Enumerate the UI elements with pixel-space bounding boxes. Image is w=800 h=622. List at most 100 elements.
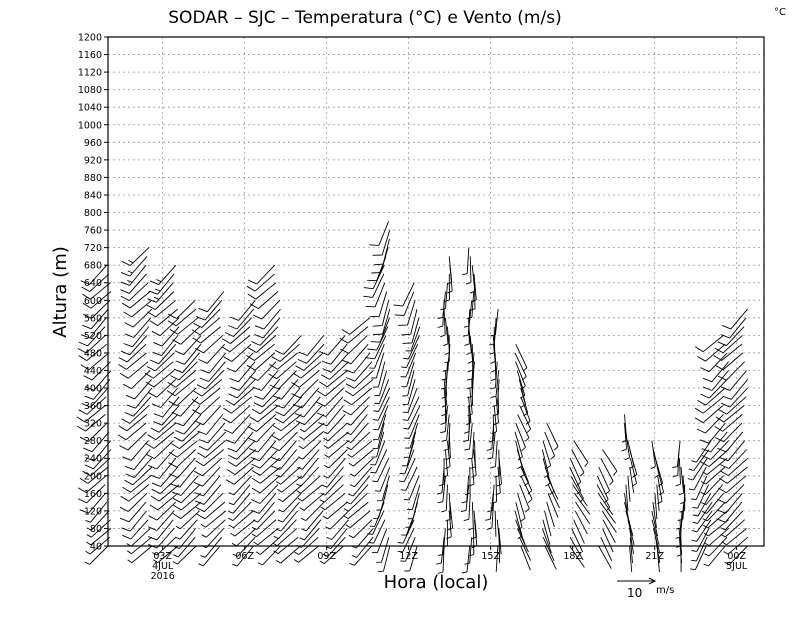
y-tick-label: 280	[84, 436, 102, 447]
barb-column	[269, 335, 303, 563]
wind-barb	[192, 318, 220, 335]
wind-barb	[543, 458, 550, 486]
y-tick-label: 240	[84, 454, 102, 465]
wind-barb	[517, 528, 528, 552]
wind-barb	[269, 353, 297, 369]
wind-barb	[229, 485, 250, 505]
wind-barb	[173, 546, 196, 564]
wind-barb	[298, 450, 320, 470]
wind-barb	[152, 388, 178, 408]
wind-barb	[249, 432, 275, 452]
x-axis-label: Hora (local)	[384, 572, 489, 593]
wind-barb	[403, 388, 417, 412]
wind-barb	[146, 432, 174, 449]
wind-barb	[378, 546, 390, 572]
wind-barb	[373, 406, 388, 430]
wind-barb	[194, 458, 222, 476]
x-tick-label: 21Z	[645, 551, 664, 562]
wind-barb	[276, 546, 300, 563]
wind-barb	[275, 406, 303, 423]
wind-barb	[598, 493, 613, 515]
wind-barb	[296, 353, 324, 371]
x-tick-year: 2016	[151, 571, 175, 582]
wind-barb	[371, 450, 387, 474]
wind-barb	[223, 406, 251, 423]
wind-barb	[489, 318, 496, 345]
wind-barb	[246, 344, 274, 360]
y-tick-label: 200	[84, 471, 102, 482]
wind-barb	[196, 450, 224, 466]
wind-barb	[226, 388, 254, 405]
wind-barb	[718, 476, 746, 493]
y-tick-label: 40	[90, 542, 102, 553]
wind-barb	[200, 362, 226, 382]
y-tick-label: 1040	[78, 103, 102, 114]
wind-barb	[398, 528, 415, 552]
y-tick-label: 800	[84, 208, 102, 219]
wind-barb	[574, 441, 588, 467]
wind-barb	[149, 274, 174, 294]
wind-barb	[369, 344, 384, 368]
wind-barbs	[77, 221, 748, 573]
y-tick-label: 920	[84, 155, 102, 166]
wind-barb	[601, 537, 612, 561]
wind-barb	[279, 493, 302, 512]
wind-barb	[521, 467, 532, 494]
wind-barb	[127, 388, 152, 408]
corner-unit: °C	[774, 7, 786, 18]
wind-barb	[572, 528, 583, 552]
wind-barb	[148, 283, 174, 303]
wind-barb	[405, 423, 418, 448]
wind-barb	[466, 256, 471, 284]
wind-barb	[543, 441, 551, 469]
wind-barb	[197, 502, 225, 519]
wind-barb	[296, 467, 318, 486]
y-tick-label: 1000	[78, 120, 102, 131]
wind-barb	[273, 414, 301, 430]
wind-barb	[403, 318, 419, 344]
wind-barb	[199, 344, 225, 363]
y-axis-ticks: 4080120160200240280320360400440480520560…	[78, 33, 108, 553]
barb-column	[597, 450, 617, 569]
wind-barb	[251, 485, 278, 504]
wind-barb	[122, 248, 149, 266]
wind-barb	[721, 371, 746, 391]
wind-barb	[120, 502, 146, 522]
wind-barb	[717, 485, 744, 504]
wind-barb	[327, 520, 349, 540]
wind-barb	[695, 397, 723, 413]
wind-barb	[603, 528, 614, 552]
wind-barb	[300, 493, 324, 510]
barb-column	[436, 256, 452, 573]
wind-barb	[693, 502, 713, 523]
wind-barb	[275, 335, 301, 354]
wind-barb	[299, 335, 324, 355]
wind-barb	[603, 520, 615, 543]
wind-barb	[628, 476, 630, 502]
y-tick-label: 440	[84, 366, 102, 377]
wind-barb	[200, 353, 225, 373]
x-tick-date: 5JUL	[726, 561, 748, 572]
y-tick-label: 880	[84, 173, 102, 184]
wind-barb	[293, 362, 321, 378]
wind-barb	[248, 414, 276, 431]
wind-barb	[125, 318, 151, 338]
wind-barb	[291, 371, 319, 388]
wind-barb	[324, 450, 347, 468]
wind-barb	[128, 546, 152, 563]
barb-column	[118, 248, 152, 563]
wind-barb	[148, 423, 176, 440]
wind-barb	[253, 300, 280, 319]
wind-barb	[373, 309, 390, 334]
barb-column	[246, 265, 280, 565]
wind-barb	[704, 546, 726, 566]
wind-barb	[269, 362, 297, 379]
wind-barb	[574, 520, 585, 544]
wind-barb	[366, 283, 385, 307]
wind-barb	[229, 379, 256, 398]
wind-barb	[548, 485, 559, 508]
wind-barb	[371, 248, 388, 273]
y-tick-label: 1080	[78, 85, 102, 96]
wind-barb	[515, 353, 526, 380]
